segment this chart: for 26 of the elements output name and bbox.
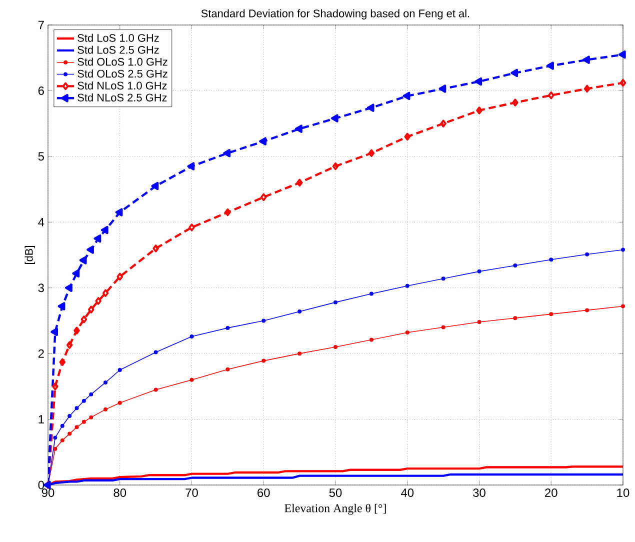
legend-label: Std LoS 2.5 GHz: [78, 46, 159, 54]
legend-label: Std NLoS 1.0 GHz: [78, 81, 167, 90]
y-tick-label: 4: [38, 218, 44, 226]
x-tick-label: 40: [401, 488, 414, 497]
x-axis-title: Elevation Angle θ [°]: [284, 504, 386, 515]
x-tick-label: 50: [329, 488, 342, 497]
x-tick-label: 10: [617, 488, 630, 497]
y-tick-label: 1: [38, 415, 44, 424]
legend-label: Std OLoS 2.5 GHz: [78, 70, 168, 78]
y-tick-label: 2: [38, 349, 44, 358]
legend-label: Std OLoS 1.0 GHz: [78, 58, 168, 66]
y-tick-label: 7: [38, 20, 44, 30]
y-tick-label: 5: [38, 152, 44, 161]
y-tick-label: 6: [38, 86, 44, 95]
y-axis-title: [dB]: [24, 246, 35, 264]
y-tick-label: 3: [38, 284, 44, 292]
x-tick-label: 70: [186, 488, 198, 497]
legend-label: Std NLoS 2.5 GHz: [78, 93, 167, 102]
x-tick-label: 30: [473, 488, 486, 497]
y-tick-label: 0: [38, 480, 44, 490]
legend-label: Std LoS 1.0 GHz: [78, 34, 159, 42]
x-tick-label: 20: [545, 488, 558, 497]
chart-title: Standard Deviation for Shadowing based on Feng et al.: [201, 9, 470, 20]
x-tick-label: 90: [42, 488, 54, 497]
x-tick-label: 80: [114, 488, 126, 497]
x-tick-label: 60: [258, 488, 270, 497]
